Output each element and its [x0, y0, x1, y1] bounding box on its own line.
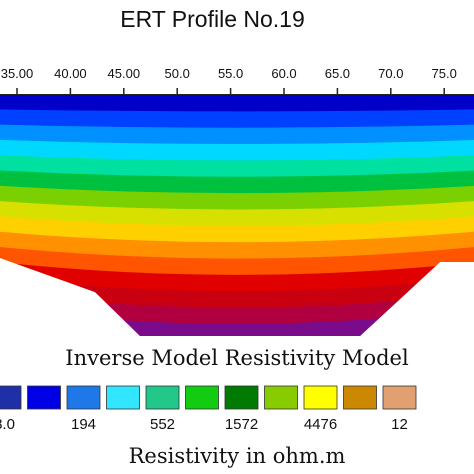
legend-swatch: [0, 385, 22, 410]
x-tick-label: 35.00: [1, 66, 34, 81]
legend-label: 1572: [225, 416, 258, 433]
legend-swatch: [382, 385, 417, 410]
x-tick-label: 45.00: [108, 66, 141, 81]
legend-title: Inverse Model Resistivity Model: [65, 346, 409, 370]
legend-label: 552: [150, 416, 175, 433]
legend-label: 194: [71, 416, 96, 433]
x-tick-label: 60.0: [271, 66, 296, 81]
x-tick-label: 55.0: [218, 66, 243, 81]
chart-title: ERT Profile No.19: [120, 6, 305, 32]
legend-swatch: [185, 385, 219, 410]
units-label: Resistivity in ohm.m: [128, 444, 346, 468]
legend-swatch: [66, 385, 101, 410]
resistivity-layer: [0, 307, 474, 336]
x-tick-label: 50.0: [165, 66, 190, 81]
legend-swatch: [224, 385, 259, 410]
x-axis-ticks: 35.00 40.00 45.00 50.0 55.0 60.0 65.0 70.0 75.0: [1, 66, 457, 95]
x-tick-label: 75.0: [432, 66, 457, 81]
legend-swatch: [264, 385, 298, 410]
x-tick-label: 65.0: [325, 66, 350, 81]
x-tick-label: 70.0: [378, 66, 403, 81]
legend-swatch: [303, 385, 338, 410]
legend-label: 12: [391, 416, 408, 433]
legend-label: 8.0: [0, 416, 15, 433]
x-tick-label: 40.00: [54, 66, 87, 81]
legend-swatch: [145, 385, 180, 410]
color-legend: 8.0 194 552 1572 4476 12: [0, 385, 417, 433]
legend-label: 4476: [304, 416, 337, 433]
legend-swatch: [343, 385, 377, 410]
legend-swatch: [27, 385, 61, 410]
resistivity-section: [0, 95, 474, 336]
legend-swatch: [106, 385, 140, 410]
